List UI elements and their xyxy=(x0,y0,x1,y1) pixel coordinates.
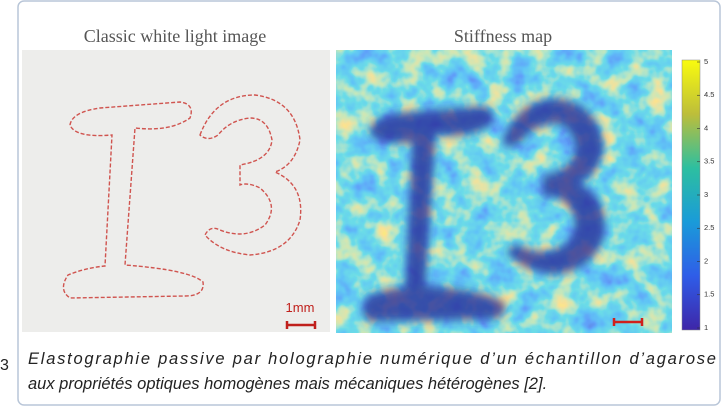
colorbar-tick-label: 2 xyxy=(704,256,708,265)
caption-line: Elastographie passive par holographie nu… xyxy=(28,350,716,368)
page: Classic white light image Stiffness map … xyxy=(0,0,722,407)
colorbar-tick-label: 4.5 xyxy=(704,90,714,99)
white-light-image xyxy=(22,50,330,332)
caption-line: aux propriétés optiques homogènes mais m… xyxy=(28,375,547,393)
colorbar-tick-label: 1.5 xyxy=(704,290,714,299)
colorbar-tick-label: 1 xyxy=(704,323,708,332)
colorbar-tick-label: 3.5 xyxy=(704,157,714,166)
scale-label: 1mm xyxy=(286,300,315,315)
colorbar-tick-label: 4 xyxy=(704,123,708,132)
panel-title: Classic white light image xyxy=(84,26,266,46)
margin-text: 3 xyxy=(0,357,9,374)
colorbar-tick-label: 3 xyxy=(704,190,708,199)
panel-title: Stiffness map xyxy=(454,26,552,46)
figure: Classic white light image Stiffness map … xyxy=(0,0,722,407)
colorbar-tick-label: 2.5 xyxy=(704,223,714,232)
colorbar-tick-label: 5 xyxy=(704,57,708,66)
